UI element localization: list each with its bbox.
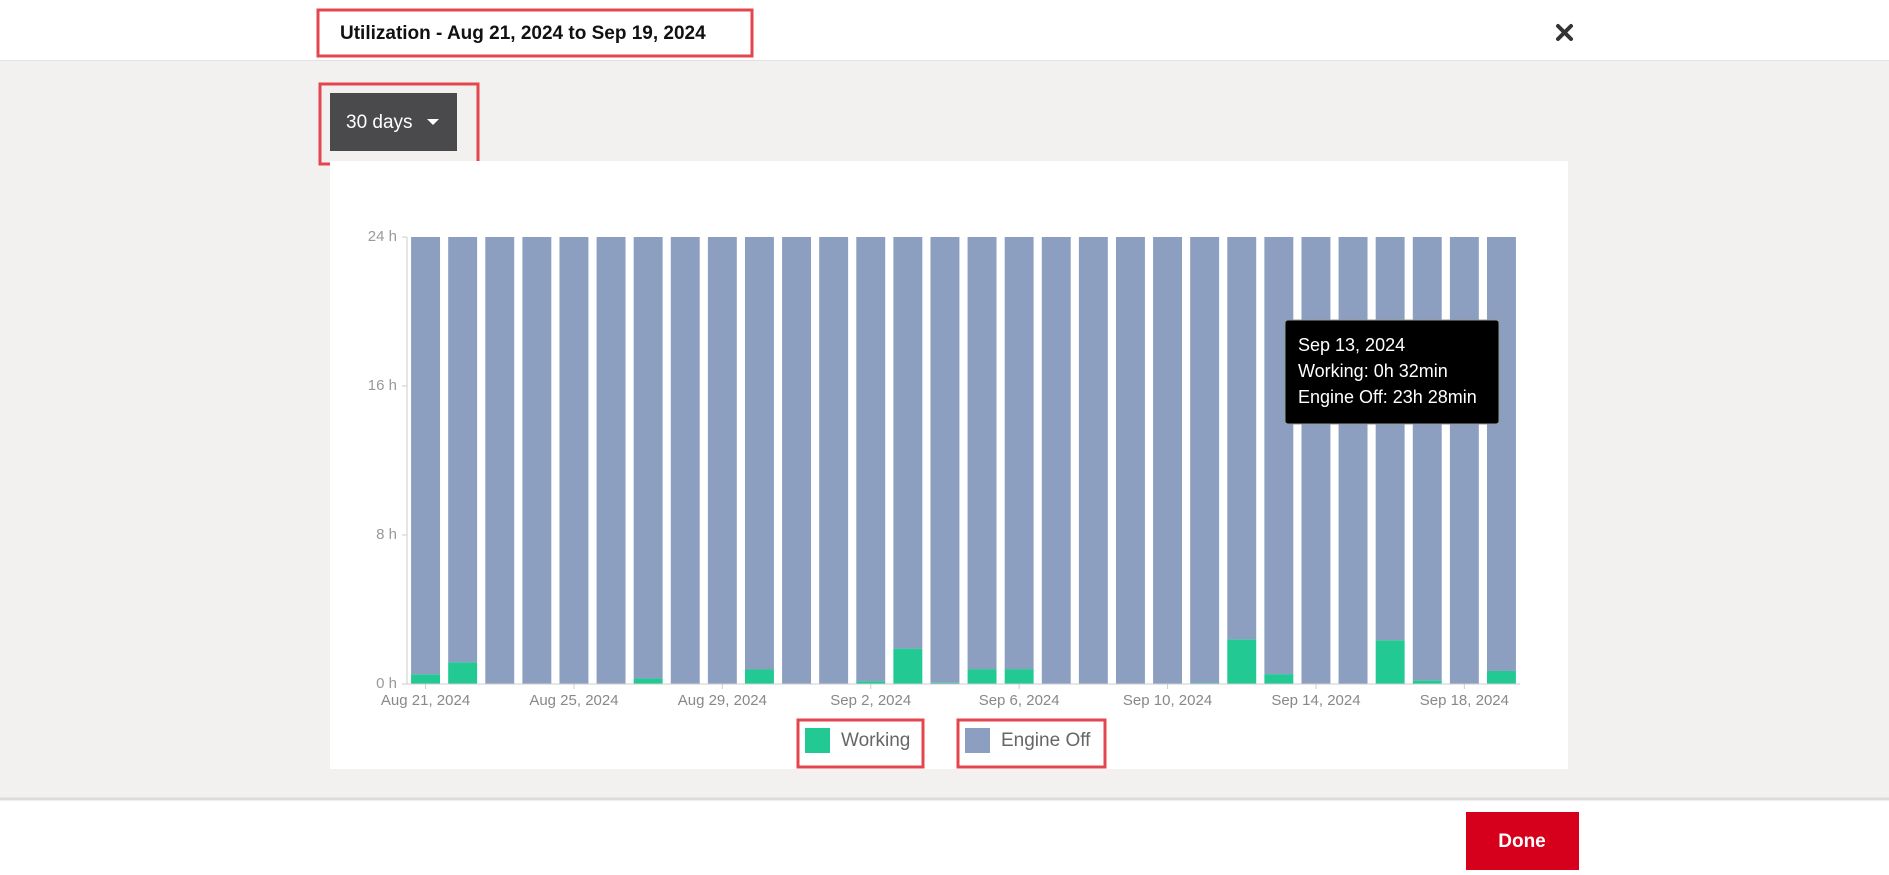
bar-segment bbox=[1301, 237, 1331, 684]
x-tick-label: Aug 29, 2024 bbox=[678, 692, 767, 709]
done-background bbox=[1466, 812, 1579, 870]
highlight-box bbox=[796, 718, 925, 769]
bar-segment bbox=[1375, 237, 1405, 641]
bar-segment bbox=[448, 662, 478, 684]
bar-segment bbox=[448, 237, 478, 663]
bar-segment bbox=[1264, 674, 1294, 684]
x-tick-label: Sep 6, 2024 bbox=[979, 692, 1060, 709]
bar-segment bbox=[744, 237, 774, 670]
bar-segment bbox=[633, 678, 663, 684]
tooltip-line: Engine Off: 23h 28min bbox=[1298, 387, 1477, 407]
bar-segment bbox=[1190, 237, 1220, 684]
y-tick-label: 16 h bbox=[368, 377, 397, 394]
bar-segment bbox=[670, 237, 700, 684]
bar-segment bbox=[1412, 237, 1442, 681]
bar-segment bbox=[782, 237, 812, 684]
tooltip bbox=[1284, 319, 1500, 425]
bar-segment bbox=[893, 237, 923, 649]
bar-segment bbox=[856, 681, 886, 684]
close-button[interactable] bbox=[1556, 24, 1573, 41]
caret bbox=[427, 119, 439, 125]
bar-segment bbox=[1375, 640, 1405, 684]
bar-segment bbox=[522, 237, 552, 684]
bar-segment bbox=[633, 237, 663, 679]
bar-segment bbox=[1004, 237, 1034, 670]
range-dropdown[interactable]: 30 days bbox=[330, 93, 457, 151]
x-tick-label: Aug 25, 2024 bbox=[529, 692, 618, 709]
bar-segment bbox=[1153, 237, 1183, 684]
x-tick-label: Sep 18, 2024 bbox=[1420, 692, 1509, 709]
legend-swatch bbox=[805, 728, 830, 753]
x-tick-label: Aug 21, 2024 bbox=[381, 692, 470, 709]
x-tick-label: Sep 14, 2024 bbox=[1271, 692, 1360, 709]
x-tick-label: Sep 2, 2024 bbox=[830, 692, 911, 709]
bar-segment bbox=[559, 237, 589, 684]
bar-segment bbox=[485, 237, 515, 684]
bar-segment bbox=[1264, 237, 1294, 675]
bar-segment bbox=[930, 682, 960, 684]
bar-segment bbox=[893, 648, 923, 684]
legend-label: Working bbox=[841, 730, 910, 751]
done-button[interactable]: Done bbox=[1466, 812, 1579, 870]
bar-segment bbox=[596, 237, 626, 684]
bar-segment bbox=[1486, 237, 1516, 671]
close-icon bbox=[1556, 24, 1573, 41]
y-tick-label: 0 h bbox=[376, 675, 397, 692]
bar-segment bbox=[856, 237, 886, 682]
highlight-box bbox=[316, 8, 754, 58]
bar-segment bbox=[930, 237, 960, 683]
dropdown-label: 30 days bbox=[346, 112, 413, 133]
bar-segment bbox=[1078, 237, 1108, 684]
bar-segment bbox=[1338, 237, 1368, 684]
legend-swatch bbox=[965, 728, 990, 753]
bar-segment bbox=[819, 237, 849, 684]
legend-label: Engine Off bbox=[1001, 730, 1091, 751]
bar-segment bbox=[1227, 639, 1257, 684]
bar-segment bbox=[1004, 669, 1034, 684]
bar-segment bbox=[1449, 237, 1479, 684]
done-label: Done bbox=[1498, 831, 1546, 852]
y-tick-label: 24 h bbox=[368, 228, 397, 245]
bar-segment bbox=[1041, 237, 1071, 684]
bar-segment bbox=[411, 237, 441, 675]
footer bbox=[0, 798, 1889, 870]
bar-segment bbox=[1115, 237, 1145, 684]
y-tick-label: 8 h bbox=[376, 526, 397, 543]
bar-segment bbox=[967, 669, 997, 684]
x-tick-label: Sep 10, 2024 bbox=[1123, 692, 1212, 709]
highlight-box bbox=[956, 718, 1107, 769]
bar-segment bbox=[1486, 670, 1516, 684]
bar-segment bbox=[707, 237, 737, 684]
bar-segment bbox=[411, 674, 441, 684]
bar-segment bbox=[967, 237, 997, 670]
tooltip-line: Working: 0h 32min bbox=[1298, 361, 1448, 381]
bar-segment bbox=[1227, 237, 1257, 640]
dialog-title: Utilization - Aug 21, 2024 to Sep 19, 20… bbox=[340, 23, 706, 44]
tooltip-title: Sep 13, 2024 bbox=[1298, 335, 1405, 355]
header bbox=[0, 0, 1889, 60]
bar-segment bbox=[1412, 680, 1442, 684]
bar-segment bbox=[744, 669, 774, 684]
